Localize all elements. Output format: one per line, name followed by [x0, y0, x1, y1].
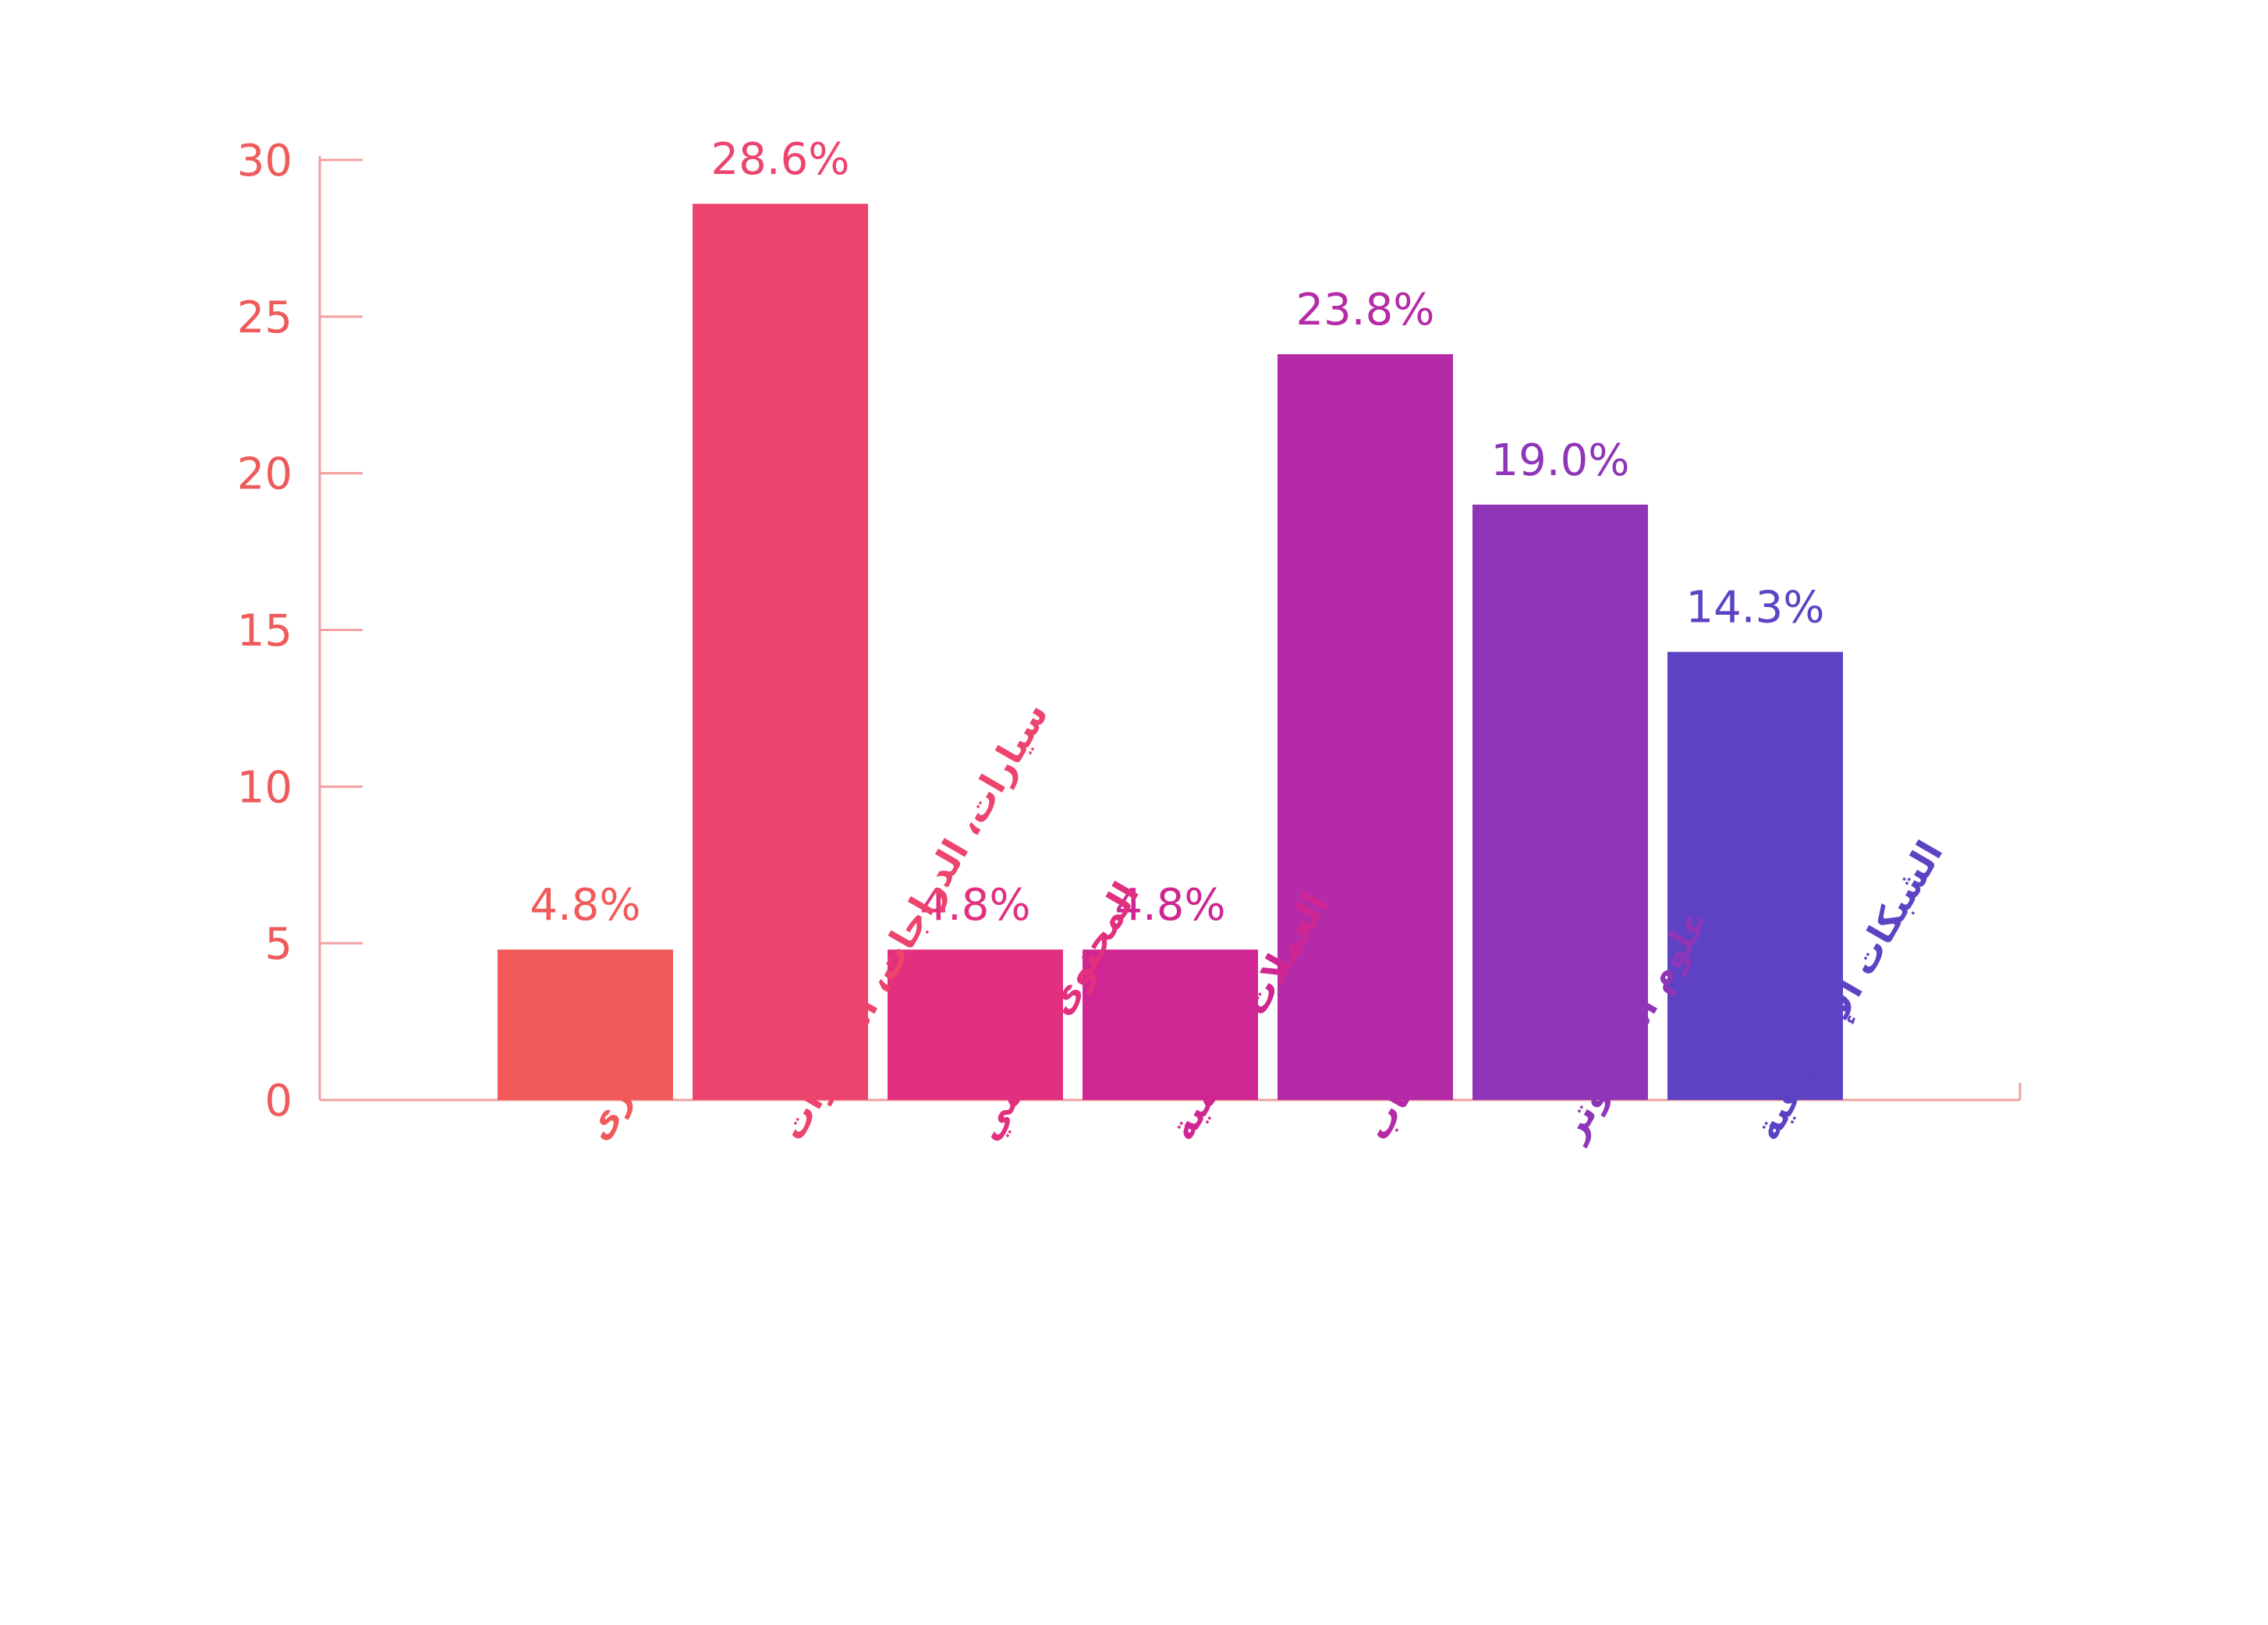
data-label: 4.8%	[920, 880, 1030, 931]
bar	[1667, 651, 1843, 1100]
bar	[1472, 504, 1648, 1100]
data-label: 14.3%	[1686, 583, 1825, 633]
bar	[498, 949, 673, 1100]
y-axis-ticks: 0 5 10 15 20 25 30	[237, 136, 363, 1127]
bar	[1083, 949, 1258, 1100]
data-label: 4.8%	[1115, 880, 1225, 931]
y-tick-label: 20	[237, 449, 292, 500]
y-tick-label: 15	[237, 606, 292, 657]
data-label: 19.0%	[1491, 435, 1630, 486]
y-tick-label: 25	[237, 293, 292, 343]
bar	[693, 204, 868, 1100]
bar	[1278, 354, 1453, 1100]
y-tick-label: 0	[264, 1076, 292, 1127]
bar	[888, 949, 1063, 1100]
value-labels: 4.8% 28.6% 4.8% 4.8% 23.8% 19.0% 14.3%	[530, 134, 1824, 931]
y-tick-label: 5	[264, 919, 292, 970]
data-label: 28.6%	[711, 134, 850, 185]
y-tick-label: 30	[237, 136, 292, 186]
data-label: 23.8%	[1296, 285, 1435, 335]
y-tick-label: 10	[237, 762, 292, 813]
data-label: 4.8%	[530, 880, 640, 931]
bars	[498, 204, 1843, 1100]
